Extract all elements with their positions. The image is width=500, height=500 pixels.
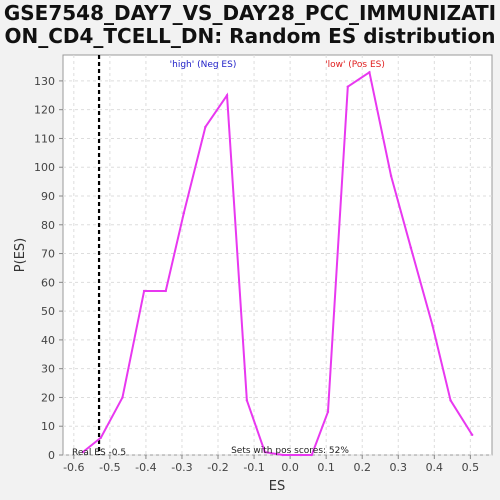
real-es-label: Real ES -0.5 (72, 448, 126, 458)
plot-area (62, 54, 493, 456)
data-point (326, 410, 330, 414)
x-tick-label: 0.2 (353, 461, 371, 474)
x-axis-ticks: -0.6 -0.5 -0.4 -0.3 -0.2 -0.1 0.0 0.1 0.2 0.3 0.4 0… (63, 455, 479, 474)
data-point (389, 174, 393, 178)
data-point (142, 289, 146, 293)
y-tick-label: 70 (41, 248, 55, 261)
y-tick-label: 50 (41, 305, 55, 318)
data-point (299, 453, 303, 457)
x-tick-label: 0.4 (426, 461, 444, 474)
x-tick-label: -0.3 (171, 461, 192, 474)
x-tick-label: -0.5 (99, 461, 120, 474)
y-tick-label: 60 (41, 276, 55, 289)
y-axis-ticks: 0 10 20 30 40 50 60 70 80 90 100 110 120 130 (34, 75, 63, 462)
data-points (81, 71, 474, 457)
x-tick-label: -0.2 (207, 461, 228, 474)
x-tick-label: 0.0 (281, 461, 299, 474)
y-tick-label: 110 (34, 132, 55, 145)
data-point (281, 453, 285, 457)
data-point (368, 71, 371, 74)
data-point (99, 436, 103, 439)
y-tick-label: 80 (41, 219, 55, 232)
grid-lines (63, 55, 492, 456)
data-point (346, 85, 349, 88)
data-point (431, 324, 434, 327)
x-tick-label: -0.4 (135, 461, 156, 474)
y-tick-label: 40 (41, 334, 55, 347)
low-pos-es-label: 'low' (Pos ES) (325, 60, 385, 70)
x-axis-label: ES (269, 479, 285, 494)
data-point (204, 125, 207, 129)
data-point (409, 246, 413, 250)
data-point (81, 450, 85, 454)
data-point (121, 396, 124, 399)
data-point (245, 399, 249, 402)
pos-scores-label: Sets with pos scores: 52% (231, 446, 349, 456)
x-tick-label: -0.6 (63, 461, 84, 474)
y-tick-label: 100 (34, 161, 55, 174)
x-tick-label: 0.1 (317, 461, 335, 474)
y-axis-label: P(ES) (13, 238, 28, 272)
x-tick-label: 0.5 (462, 461, 480, 474)
data-point (310, 453, 313, 457)
data-point (449, 399, 452, 402)
y-tick-label: 130 (34, 75, 55, 88)
data-point (164, 289, 167, 293)
high-neg-es-label: 'high' (Neg ES) (170, 60, 237, 70)
data-point (263, 450, 267, 454)
chart-title-line1: GSE7548_DAY7_VS_DAY28_PCC_IMMUNIZATI (4, 1, 496, 25)
data-point (182, 212, 185, 215)
y-tick-label: 10 (41, 420, 55, 433)
y-tick-label: 120 (34, 104, 55, 117)
data-point (225, 94, 229, 97)
y-tick-label: 30 (41, 363, 55, 376)
y-tick-label: 0 (48, 449, 55, 462)
x-tick-label: 0.3 (390, 461, 408, 474)
chart-title-line2: ON_CD4_TCELL_DN: Random ES distribution (4, 24, 495, 48)
y-tick-label: 20 (41, 391, 55, 404)
y-tick-label: 90 (41, 190, 55, 203)
x-tick-label: -0.1 (243, 461, 264, 474)
data-point (470, 433, 474, 437)
